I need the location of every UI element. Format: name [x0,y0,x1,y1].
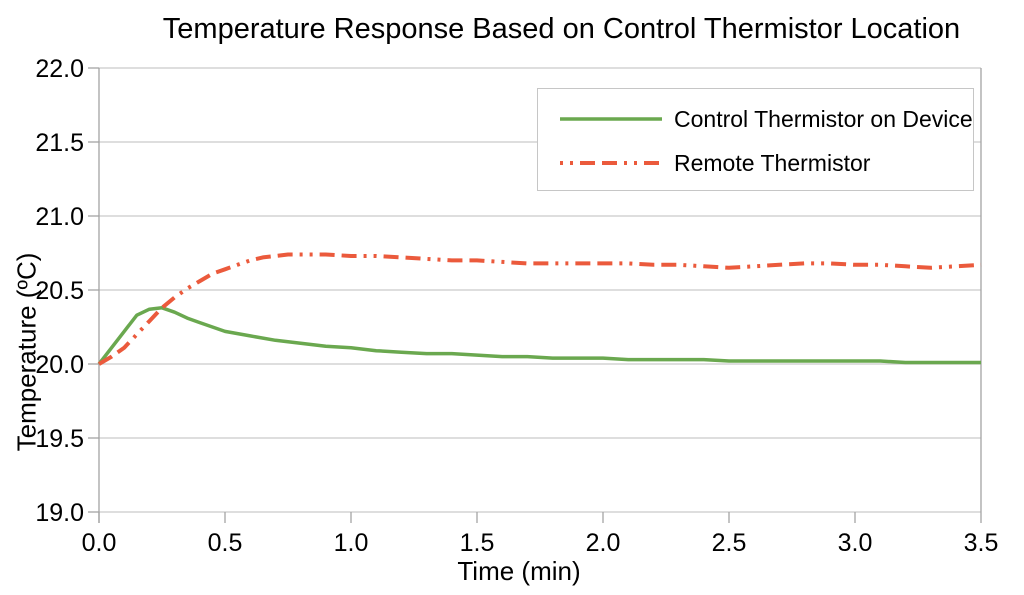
legend-label: Control Thermistor on Device [674,105,973,132]
y-tick-label: 21.0 [35,203,84,231]
x-axis-title: Time (min) [457,556,581,586]
series-line-1 [97,252,982,366]
x-tick-label: 1.0 [334,529,369,557]
chart-title: Temperature Response Based on Control Th… [162,13,961,45]
y-tick-label: 21.5 [35,129,84,157]
legend-line-sample-dashed [560,161,662,165]
x-tick-label: 3.0 [838,529,873,557]
x-tick-label: 3.5 [964,529,999,557]
x-tick-label: 2.5 [712,529,747,557]
x-tick-label: 1.5 [460,529,495,557]
y-tick-label: 19.0 [35,499,84,527]
legend-label: Remote Thermistor [674,149,871,176]
legend: Control Thermistor on Device Remote Ther… [537,88,974,191]
y-tick-label: 20.5 [35,277,84,305]
x-tick-label: 0.5 [208,529,243,557]
x-tick-label: 2.0 [586,529,621,557]
y-tick-label: 22.0 [35,55,84,83]
series-line-0 [97,306,981,366]
y-tick-label: 19.5 [35,425,84,453]
y-tick-label: 20.0 [35,351,84,379]
legend-line-sample-solid [560,117,662,121]
legend-item-control-thermistor: Control Thermistor on Device [559,97,973,141]
legend-item-remote-thermistor: Remote Thermistor [559,141,973,185]
y-axis-title: Temperature (ºC) [11,252,42,452]
x-tick-label: 0.0 [82,529,117,557]
